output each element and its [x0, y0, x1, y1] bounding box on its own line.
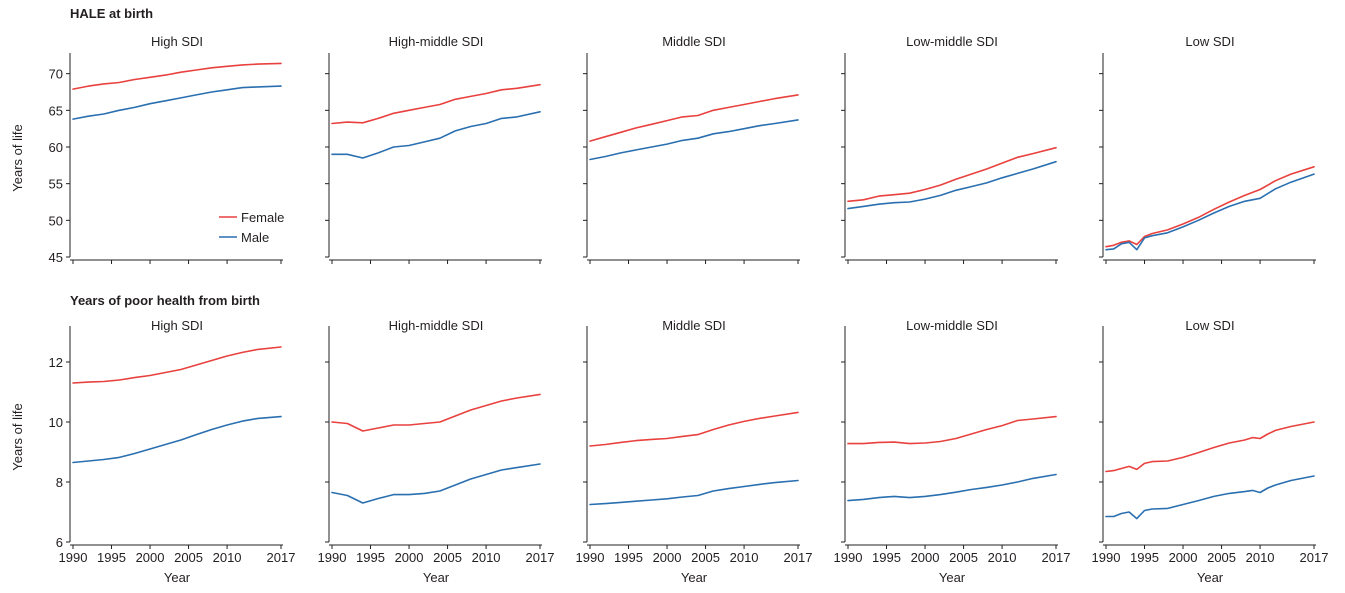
panel-poor-health-high-middle-sdi: High-middle SDI 1990 1995 2000 2005 2010 2017 Y…: [318, 318, 555, 585]
panel-title: High-middle SDI: [389, 34, 484, 49]
y-tick-label: 60: [49, 140, 63, 155]
panel-title: Middle SDI: [662, 34, 726, 49]
x-tick-label: 2010: [472, 550, 501, 565]
panel-hale-low-middle-sdi: Low-middle SDI: [841, 34, 1058, 264]
y-tick-label: 6: [56, 535, 63, 550]
panel-hale-middle-sdi: Middle SDI: [583, 34, 800, 264]
panel-hale-high-sdi: High SDI 45 50 55 60 65 70 Years of life Female M…: [10, 34, 284, 265]
panel-poor-health-low-middle-sdi: Low-middle SDI 1990 1995 2000 2005 2010 2017 Ye…: [834, 318, 1071, 585]
series-line-female: [589, 94, 799, 142]
y-axis-title: Years of life: [10, 403, 25, 470]
series-line-female: [1105, 166, 1315, 248]
x-tick-label: 2005: [691, 550, 720, 565]
y-tick-label: 45: [49, 250, 63, 265]
x-tick-label: 2010: [213, 550, 242, 565]
legend-label-male: Male: [241, 230, 269, 245]
panel-hale-low-sdi: Low SDI: [1099, 34, 1316, 264]
panel-poor-health-low-sdi: Low SDI 1990 1995 2000 2005 2010 2017 Year: [1092, 318, 1329, 585]
series-line-female: [589, 411, 799, 447]
x-tick-label: 2017: [784, 550, 813, 565]
series-line-male: [72, 415, 282, 464]
y-tick-label: 10: [49, 415, 63, 430]
panel-title: Low-middle SDI: [906, 34, 998, 49]
panel-poor-health-middle-sdi: Middle SDI 1990 1995 2000 2005 2010 2017 Year: [576, 318, 813, 585]
x-tick-label: 1990: [59, 550, 88, 565]
series-line-male: [331, 463, 541, 504]
panel-title: Low-middle SDI: [906, 318, 998, 333]
series-line-female: [847, 415, 1057, 445]
panel-title: Middle SDI: [662, 318, 726, 333]
y-tick-label: 8: [56, 475, 63, 490]
series-line-male: [1105, 173, 1315, 251]
x-tick-label: 2000: [1169, 550, 1198, 565]
series-line-male: [589, 479, 799, 506]
x-tick-label: 2005: [1207, 550, 1236, 565]
x-tick-label: 1990: [834, 550, 863, 565]
x-tick-label: 2017: [267, 550, 296, 565]
x-tick-label: 1995: [1130, 550, 1159, 565]
x-tick-label: 2017: [1300, 550, 1329, 565]
row-title-poor-health: Years of poor health from birth: [70, 293, 260, 308]
legend-label-female: Female: [241, 210, 284, 225]
panel-title: High-middle SDI: [389, 318, 484, 333]
series-line-male: [847, 160, 1057, 210]
x-tick-label: 2005: [174, 550, 203, 565]
y-axis-title: Years of life: [10, 124, 25, 191]
panel-title: Low SDI: [1185, 318, 1234, 333]
y-tick-label: 70: [49, 67, 63, 82]
y-tick-label: 12: [49, 355, 63, 370]
x-tick-label: 1995: [356, 550, 385, 565]
panel-hale-high-middle-sdi: High-middle SDI: [325, 34, 542, 264]
y-tick-label: 55: [49, 177, 63, 192]
x-tick-label: 1995: [614, 550, 643, 565]
x-tick-label: 2000: [395, 550, 424, 565]
x-tick-label: 2010: [988, 550, 1017, 565]
x-tick-label: 1995: [97, 550, 126, 565]
panel-poor-health-high-sdi: High SDI 6 8 10 12 1990 1995 2000 2005 2010 2017 Ye…: [10, 318, 295, 585]
panel-title: Low SDI: [1185, 34, 1234, 49]
x-axis-title: Year: [681, 570, 708, 585]
series-line-female: [72, 62, 282, 90]
x-tick-label: 2000: [653, 550, 682, 565]
y-tick-label: 50: [49, 213, 63, 228]
row-title-hale: HALE at birth: [70, 6, 154, 21]
series-line-male: [331, 111, 541, 159]
x-tick-label: 1995: [872, 550, 901, 565]
series-line-female: [72, 346, 282, 384]
x-tick-label: 2000: [911, 550, 940, 565]
x-tick-label: 2000: [136, 550, 165, 565]
x-axis-title: Year: [164, 570, 191, 585]
x-axis-title: Year: [423, 570, 450, 585]
x-tick-label: 2005: [433, 550, 462, 565]
series-line-female: [1105, 421, 1315, 473]
panel-title: High SDI: [151, 318, 203, 333]
series-line-male: [847, 473, 1057, 502]
y-tick-label: 65: [49, 103, 63, 118]
series-line-male: [1105, 475, 1315, 520]
series-line-female: [847, 146, 1057, 203]
series-line-male: [589, 119, 799, 161]
x-tick-label: 2017: [526, 550, 555, 565]
x-axis-title: Year: [939, 570, 966, 585]
series-line-male: [72, 85, 282, 120]
x-tick-label: 2017: [1042, 550, 1071, 565]
x-tick-label: 2010: [1246, 550, 1275, 565]
x-tick-label: 2010: [730, 550, 759, 565]
x-axis-title: Year: [1197, 570, 1224, 585]
series-line-female: [331, 393, 541, 432]
x-tick-label: 2005: [949, 550, 978, 565]
x-tick-label: 1990: [576, 550, 605, 565]
x-tick-label: 1990: [318, 550, 347, 565]
x-tick-label: 1990: [1092, 550, 1121, 565]
series-line-female: [331, 83, 541, 125]
panel-title: High SDI: [151, 34, 203, 49]
